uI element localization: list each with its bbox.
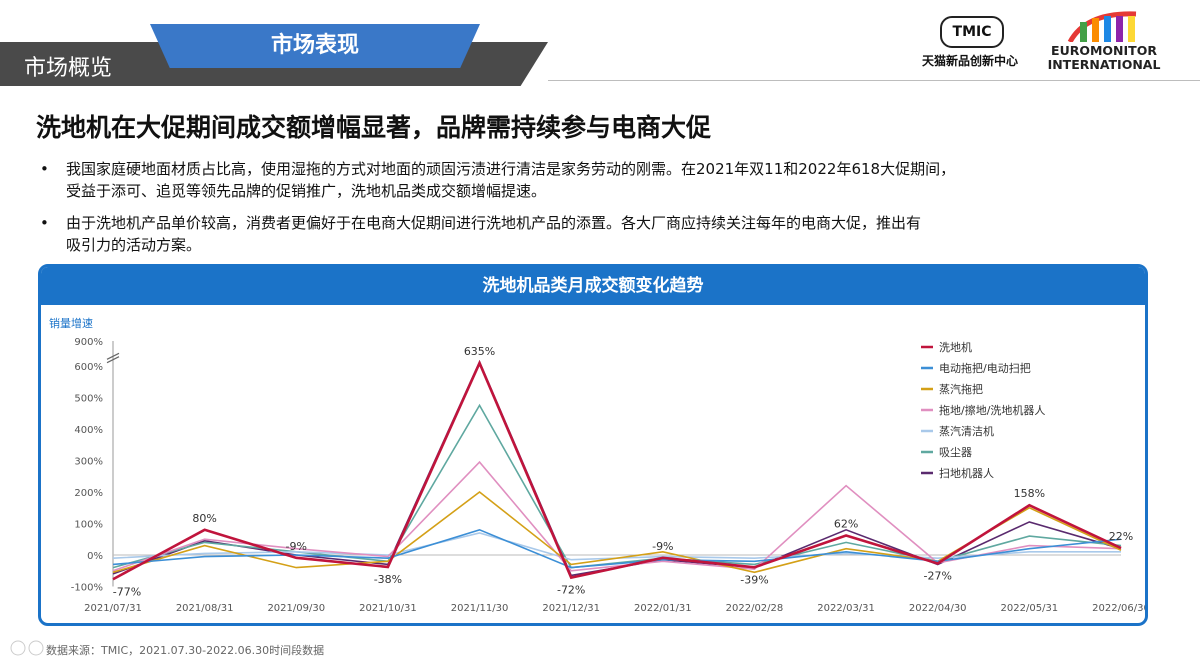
page-title: 洗地机在大促期间成交额增幅显著，品牌需持续参与电商大促 [36, 113, 712, 142]
y-tick-label: 100% [74, 520, 103, 531]
y-tick-label: 300% [74, 457, 103, 468]
axis-break-icon [106, 352, 120, 364]
x-tick-label: 2022/05/31 [1001, 603, 1059, 614]
data-label: -39% [740, 573, 768, 586]
series-line [112, 359, 1122, 581]
series-line [112, 528, 1122, 569]
data-label: -77% [113, 585, 141, 598]
chart-title: 洗地机品类月成交额变化趋势 [41, 267, 1145, 305]
x-tick-label: 2022/06/30 [1092, 603, 1145, 614]
legend-label: 洗地机 [939, 340, 972, 354]
x-tick-label: 2022/02/28 [726, 603, 784, 614]
legend-label: 电动拖把/电动扫把 [939, 361, 1031, 375]
header-divider [548, 80, 1200, 81]
legend-label: 蒸汽拖把 [939, 382, 983, 396]
bullet-item: • 由于洗地机产品单价较高，消费者更偏好于在电商大促期间进行洗地机产品的添置。各… [40, 212, 1150, 256]
y-tick-label: 200% [74, 488, 103, 499]
series-lines [112, 359, 1122, 581]
x-tick-label: 2022/04/30 [909, 603, 967, 614]
bullet-dot: • [40, 214, 49, 232]
x-tick-label: 2021/08/31 [176, 603, 234, 614]
y-axis: 销量增速 -100% 0% 100% 200% 300% 400% 500% 600% 900% [49, 316, 120, 594]
legend-label: 蒸汽清洁机 [939, 424, 994, 438]
x-tick-label: 2022/03/31 [817, 603, 875, 614]
section-label: 市场概览 [24, 56, 113, 81]
data-label: 62% [834, 517, 858, 530]
data-label: 635% [464, 345, 495, 358]
y-tick-label: 600% [74, 362, 103, 373]
tmic-logo: TMIC 天猫新品创新中心 [910, 12, 1030, 74]
data-label: -9% [286, 540, 307, 553]
bullet-item: • 我国家庭硬地面材质占比高，使用湿拖的方式对地面的顽固污渍进行清洁是家务劳动的… [40, 158, 1150, 202]
bullet-dot: • [40, 160, 49, 178]
y-tick-label: 500% [74, 394, 103, 405]
data-label: -38% [374, 573, 402, 586]
legend-label: 吸尘器 [939, 446, 972, 459]
data-labels: -77% 80% -9% -38% 635% -72% -9% -39% 62% -27% 158%… [113, 345, 1133, 598]
data-label: 158% [1014, 487, 1045, 500]
series-line [112, 490, 1122, 574]
legend-label: 拖地/擦地/洗地机器人 [939, 403, 1045, 417]
prev-slide-icon[interactable] [10, 640, 26, 656]
data-label: 22% [1109, 530, 1133, 543]
euromonitor-emblem-icon [1067, 11, 1137, 42]
y-axis-title: 销量增速 [49, 316, 93, 330]
next-slide-icon[interactable] [28, 640, 44, 656]
tab-label: 市场表现 [270, 33, 359, 58]
euromonitor-wordmark: EUROMONITOR INTERNATIONAL [1038, 44, 1170, 72]
y-tick-label: -100% [71, 583, 103, 594]
data-label: 80% [192, 512, 216, 525]
euromonitor-line2: INTERNATIONAL [1047, 57, 1161, 72]
x-tick-label: 2021/12/31 [542, 603, 600, 614]
data-label: -27% [924, 570, 952, 583]
line-chart: 销量增速-100%0%100%200%300%400%500%600%900% … [49, 316, 1145, 614]
euromonitor-logo: EUROMONITOR INTERNATIONAL [1038, 10, 1170, 74]
source-note: 数据来源：TMIC，2021.07.30-2022.06.30时间段数据 [46, 644, 325, 657]
y-tick-label: 400% [74, 425, 103, 436]
tmic-logo-caption: 天猫新品创新中心 [921, 54, 1018, 68]
data-label: -72% [557, 584, 585, 597]
y-tick-label: 0% [87, 551, 103, 562]
tab-market-performance[interactable]: 市场表现 [150, 24, 480, 68]
bullet-line: 吸引力的活动方案。 [66, 236, 202, 254]
x-tick-label: 2021/10/31 [359, 603, 417, 614]
bullet-line: 由于洗地机产品单价较高，消费者更偏好于在电商大促期间进行洗地机产品的添置。各大厂… [66, 214, 922, 232]
euromonitor-line1: EUROMONITOR [1051, 43, 1157, 58]
x-tick-label: 2022/01/31 [634, 603, 692, 614]
x-tick-label: 2021/11/30 [451, 603, 509, 614]
tmic-logo-mark: TMIC [940, 16, 1004, 48]
chart-panel: 洗地机品类月成交额变化趋势 销量增速 -100% 0% 100% 200% 300% 400… [38, 264, 1148, 626]
slide-nav [10, 640, 44, 656]
x-tick-label: 2021/09/30 [267, 603, 325, 614]
x-tick-label: 2021/07/31 [84, 603, 142, 614]
y-tick-label: 900% [74, 337, 103, 348]
legend-label: 扫地机器人 [939, 466, 994, 480]
data-label: -9% [652, 540, 673, 553]
bullet-line: 受益于添可、追觅等领先品牌的促销推广，洗地机品类成交额增幅提速。 [66, 182, 547, 200]
bullet-line: 我国家庭硬地面材质占比高，使用湿拖的方式对地面的顽固污渍进行清洁是家务劳动的刚需… [66, 160, 956, 178]
